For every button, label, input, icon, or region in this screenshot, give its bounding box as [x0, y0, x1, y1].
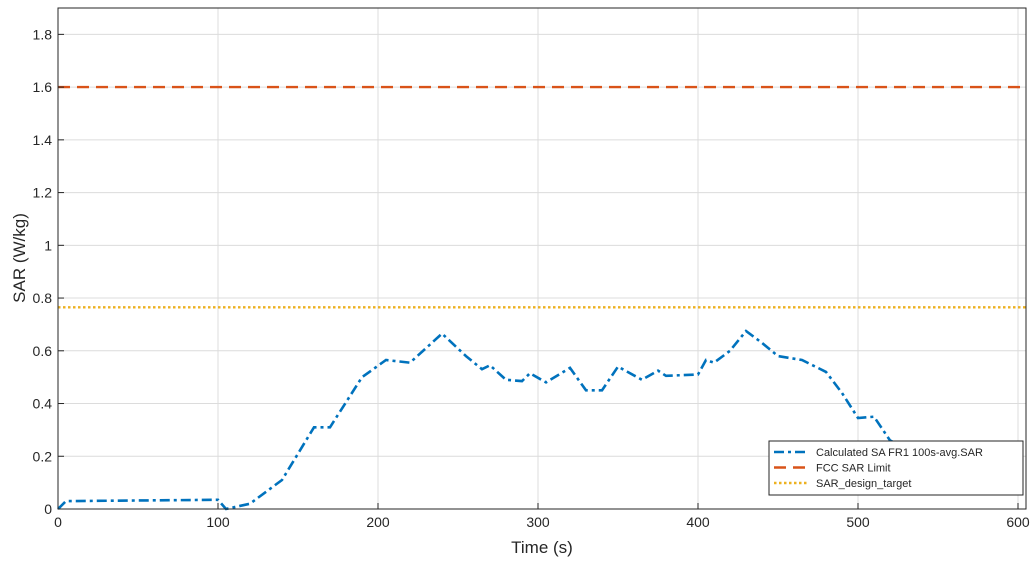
y-tick-label: 1.8: [33, 26, 53, 42]
y-tick-label: 0.4: [33, 396, 53, 412]
y-tick-label: 0.8: [33, 290, 53, 306]
legend: Calculated SA FR1 100s-avg.SAR FCC SAR Li…: [768, 440, 1024, 496]
y-tick-label: 0.2: [33, 448, 53, 464]
plot-frame: [57, 7, 1027, 510]
y-tick-label: 0.6: [33, 343, 53, 359]
x-tick-label: 0: [54, 514, 62, 530]
x-tick-label: 600: [1006, 514, 1030, 530]
legend-label-0: Calculated SA FR1 100s-avg.SAR: [816, 447, 983, 459]
legend-label-2: SAR_design_target: [816, 478, 911, 490]
y-tick-label: 1: [44, 237, 52, 253]
y-tick-label: 1.6: [33, 79, 53, 95]
x-tick-label: 300: [526, 514, 550, 530]
y-tick-label: 1.4: [33, 132, 53, 148]
x-tick-label: 200: [366, 514, 390, 530]
x-tick-label: 400: [686, 514, 710, 530]
y-tick-label: 0: [44, 501, 52, 517]
x-tick-label: 500: [846, 514, 870, 530]
legend-box: [768, 440, 1024, 496]
x-tick-label: 100: [206, 514, 230, 530]
y-tick-label: 1.2: [33, 185, 53, 201]
legend-label-1: FCC SAR Limit: [816, 463, 891, 475]
grid-lines: [57, 8, 1026, 510]
series-lines: [57, 85, 1026, 511]
y-axis-title: SAR (W/kg): [10, 213, 29, 303]
plot-background: [58, 8, 1026, 509]
x-axis-title: Time (s): [511, 538, 573, 557]
axis-ticks: 0 100 200 300 400 500 600 0 0.2 0.4 0.6 0.8 1 1.2 1.4 1…: [33, 26, 1030, 530]
